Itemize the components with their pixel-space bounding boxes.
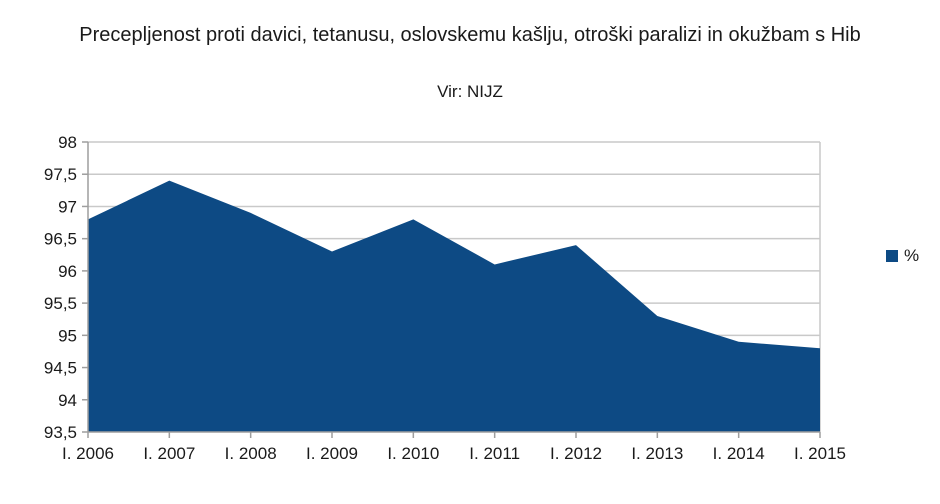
x-axis-label: I. 2012: [550, 444, 602, 463]
x-axis-label: I. 2015: [794, 444, 846, 463]
x-axis-label: I. 2010: [387, 444, 439, 463]
chart-subtitle: Vir: NIJZ: [437, 82, 503, 101]
legend: %: [886, 246, 919, 266]
x-axis-label: I. 2009: [306, 444, 358, 463]
area-series: [88, 180, 820, 432]
y-axis-label: 95,5: [44, 294, 77, 313]
y-axis-label: 93,5: [44, 423, 77, 442]
x-axis-label: I. 2007: [143, 444, 195, 463]
x-axis-label: I. 2011: [469, 444, 520, 463]
y-axis-label: 97: [58, 197, 77, 216]
legend-swatch-icon: [886, 250, 898, 262]
x-axis-label: I. 2014: [713, 444, 765, 463]
y-axis-label: 98: [58, 133, 77, 152]
y-axis-label: 96: [58, 262, 77, 281]
x-axis-label: I. 2008: [225, 444, 277, 463]
y-axis-label: 97,5: [44, 165, 77, 184]
chart-title: Precepljenost proti davici, tetanusu, os…: [79, 24, 861, 46]
y-axis-label: 95: [58, 326, 77, 345]
y-axis-label: 94,5: [44, 359, 77, 378]
x-axis-label: I. 2006: [62, 444, 114, 463]
legend-series-label: %: [904, 246, 920, 265]
y-axis-label: 94: [58, 391, 77, 410]
x-axis-label: I. 2013: [631, 444, 683, 463]
y-axis-label: 96,5: [44, 230, 77, 249]
